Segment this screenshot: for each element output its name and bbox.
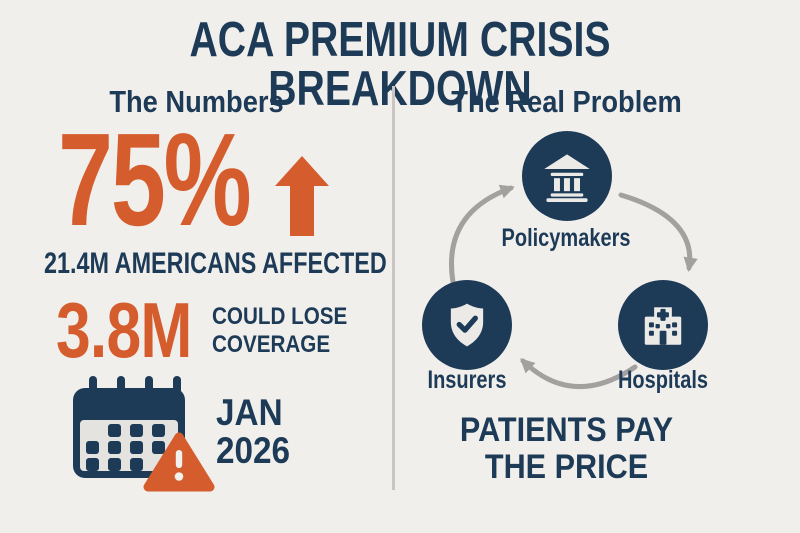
calendar-icon xyxy=(73,376,185,478)
column-divider xyxy=(392,86,395,490)
insurers-node xyxy=(422,280,512,370)
blame-cycle-diagram: Policymakers Insurers xyxy=(405,118,727,410)
coverage-loss-caption: COULD LOSE COVERAGE xyxy=(212,303,347,359)
conclusion-text: PATIENTS PAY THE PRICE xyxy=(420,412,713,486)
up-arrow-icon xyxy=(275,156,329,236)
warning-triangle-icon xyxy=(143,432,215,492)
deadline-date: JAN 2026 xyxy=(216,394,290,470)
shield-check-icon xyxy=(450,303,484,347)
arrow-hospitals-to-insurers xyxy=(520,358,638,389)
page-title: ACA PREMIUM CRISIS BREAKDOWN xyxy=(189,13,611,116)
cycle-arrows xyxy=(449,184,698,389)
deadline-year: 2026 xyxy=(216,430,291,471)
coverage-loss-stat: 3.8M xyxy=(56,286,192,374)
arrow-policymakers-to-hospitals xyxy=(618,192,698,272)
deadline-month: JAN xyxy=(216,392,283,433)
real-problem-heading: The Real Problem xyxy=(451,84,682,119)
coverage-loss-caption-line2: COVERAGE xyxy=(212,331,331,358)
arrow-insurers-to-policymakers xyxy=(449,184,515,285)
policymakers-label: Policymakers xyxy=(501,224,631,252)
hospitals-label: Hospitals xyxy=(617,366,709,394)
conclusion-line2: THE PRICE xyxy=(484,448,649,486)
policymakers-node xyxy=(522,131,612,221)
coverage-loss-caption-line1: COULD LOSE xyxy=(212,303,348,330)
bank-icon xyxy=(544,154,590,202)
numbers-heading: The Numbers xyxy=(109,84,284,119)
hospital-icon xyxy=(644,307,682,345)
hospitals-node xyxy=(618,280,708,370)
insurers-label: Insurers xyxy=(427,366,507,394)
affected-caption: 21.4M AMERICANS AFFECTED xyxy=(44,247,387,280)
percent-increase-stat: 75% xyxy=(58,106,252,253)
conclusion-line1: PATIENTS PAY xyxy=(459,411,674,449)
